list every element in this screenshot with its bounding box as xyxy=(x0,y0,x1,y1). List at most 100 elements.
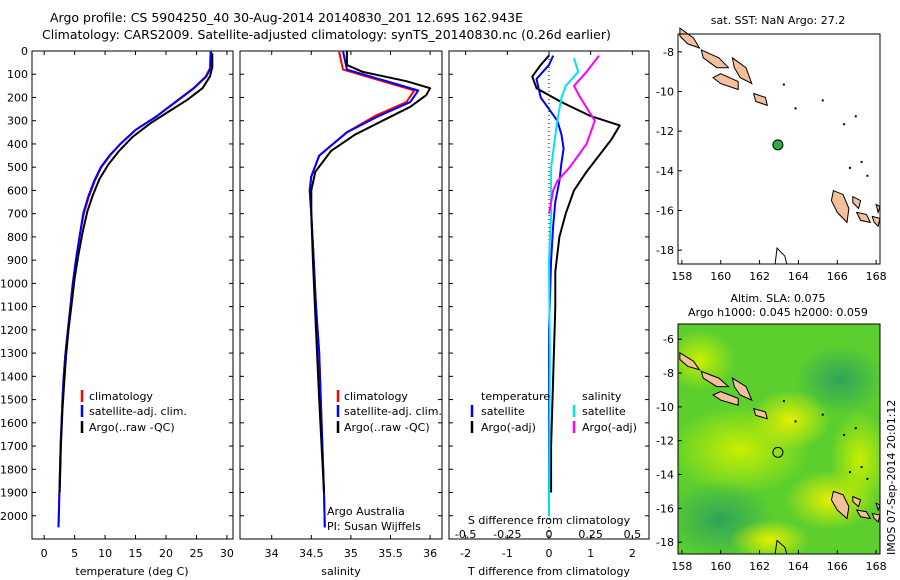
coastline xyxy=(774,247,788,265)
map-x-tick-label: 164 xyxy=(788,270,809,283)
x-tick-label: -2 xyxy=(460,547,471,560)
sst-map-title: sat. SST: NaN Argo: 27.2 xyxy=(711,14,845,27)
y-tick-label: 1000 xyxy=(0,277,28,290)
difference-legend: temperature satellite Argo(-adj) salinit… xyxy=(470,390,637,434)
island xyxy=(830,189,850,224)
coastline xyxy=(774,539,788,554)
temperature-panel-frame xyxy=(31,50,234,540)
argo-float-position-marker xyxy=(772,139,784,151)
legend-t-satellite-label: satellite xyxy=(481,405,525,418)
y-tick-label: 700 xyxy=(7,208,28,221)
legend-climatology-label: climatology xyxy=(89,390,153,403)
sla-map-frame xyxy=(677,323,881,555)
y-tick-label: 1100 xyxy=(0,301,28,314)
map-x-tick-label: 166 xyxy=(827,270,848,283)
map-y-tick-label: -16 xyxy=(656,502,674,515)
map-y-tick-label: -16 xyxy=(656,204,674,217)
x-tick-label: -1 xyxy=(502,547,513,560)
map-y-tick-label: -10 xyxy=(656,86,674,99)
map-x-tick-label: 164 xyxy=(788,560,809,573)
temperature-xlabel: temperature (deg C) xyxy=(75,565,188,578)
series-salinity-argo-adj- xyxy=(548,54,600,214)
argo-float-position-marker xyxy=(772,446,784,458)
x-tick-label: 15 xyxy=(129,547,143,560)
sst-map: sat. SST: NaN Argo: 27.2 158 160 162 164 166… xyxy=(656,14,887,283)
y-tick-label: 1800 xyxy=(0,463,28,476)
map-x-tick-label: 166 xyxy=(827,560,848,573)
island xyxy=(700,49,730,69)
y-tick-label: 1300 xyxy=(0,347,28,360)
islet xyxy=(794,420,797,423)
series-satellite-adj-clim- xyxy=(57,50,213,528)
x-tick-label: 20 xyxy=(159,547,173,560)
difference-panel: -2 -1 0 1 2 -0.5 -0.25 0 0.25 0.5 S difference fr… xyxy=(448,50,650,578)
islet xyxy=(866,174,869,177)
y-tick-label: 1700 xyxy=(0,440,28,453)
y-tick-label: 1200 xyxy=(0,324,28,337)
legend-satellite-label: satellite-adj. clim. xyxy=(89,405,187,418)
top-x-tick-label: -0.25 xyxy=(493,528,521,541)
legend-satellite-label: satellite-adj. clim. xyxy=(344,405,442,418)
legend-salinity-title: salinity xyxy=(582,390,622,403)
sla-map: Altim. SLA: 0.075 Argo h1000: 0.045 h200… xyxy=(656,292,887,573)
map-y-tick-label: -6 xyxy=(663,333,674,346)
islet xyxy=(854,115,857,118)
series-temperature-argo-adj- xyxy=(531,54,621,493)
y-tick-label: 200 xyxy=(7,91,28,104)
y-tick-label: 400 xyxy=(7,138,28,151)
island xyxy=(875,502,880,512)
map-y-tick-label: -8 xyxy=(663,367,674,380)
islet xyxy=(854,427,857,430)
series-temperature-satellite xyxy=(535,55,565,516)
map-y-tick-label: -12 xyxy=(656,125,674,138)
operator-annotation: Argo Australia xyxy=(327,505,405,518)
y-tick-label: 1600 xyxy=(0,417,28,430)
island xyxy=(871,215,881,228)
map-x-tick-label: 168 xyxy=(866,560,887,573)
x-tick-label: 25 xyxy=(189,547,203,560)
island xyxy=(731,56,753,85)
legend-argo-label: Argo(..raw -QC) xyxy=(344,421,430,434)
x-tick-label: 5 xyxy=(71,547,78,560)
figure-title-line2: Climatology: CARS2009. Satellite-adjuste… xyxy=(42,27,611,42)
y-tick-label: 300 xyxy=(7,115,28,128)
series-satellite-adj-clim- xyxy=(308,50,420,528)
salinity-legend: climatology satellite-adj. clim. Argo(..… xyxy=(336,390,442,434)
x-tick-label: 2 xyxy=(629,547,636,560)
x-tick-label: 36 xyxy=(423,547,437,560)
imos-timestamp: IMOS 07-Sep-2014 20:01:12 xyxy=(885,400,898,555)
islet xyxy=(848,166,851,169)
sst-map-frame xyxy=(677,33,881,265)
island xyxy=(700,370,730,388)
islet xyxy=(843,123,846,126)
island xyxy=(752,407,769,420)
legend-t-argo-label: Argo(-adj) xyxy=(481,421,536,434)
series-argo-raw-qc- xyxy=(58,53,214,493)
top-x-tick-label: -0.5 xyxy=(455,528,476,541)
islet xyxy=(860,466,863,469)
legend-argo-label: Argo(..raw -QC) xyxy=(89,421,175,434)
x-tick-label: 10 xyxy=(98,547,112,560)
x-tick-label: 1 xyxy=(587,547,594,560)
map-x-tick-label: 160 xyxy=(710,270,731,283)
map-y-tick-label: -14 xyxy=(656,165,674,178)
map-x-tick-label: 162 xyxy=(749,270,770,283)
map-y-tick-label: -18 xyxy=(656,244,674,257)
island xyxy=(855,509,872,520)
y-tick-label: 800 xyxy=(7,231,28,244)
y-tick-label: 500 xyxy=(7,161,28,174)
x-tick-label: 34 xyxy=(265,547,279,560)
island xyxy=(875,203,881,215)
island xyxy=(711,391,739,406)
map-y-tick-label: -12 xyxy=(656,435,674,448)
difference-xlabel: T difference from climatology xyxy=(467,565,630,578)
temperature-legend: climatology satellite-adj. clim. Argo(..… xyxy=(80,390,187,434)
sla-map-title-line2: Argo h1000: 0.045 h2000: 0.059 xyxy=(688,306,868,319)
islet xyxy=(866,477,869,480)
islet xyxy=(848,471,851,474)
map-x-tick-label: 168 xyxy=(866,270,887,283)
island xyxy=(830,490,850,520)
island xyxy=(731,377,753,402)
y-tick-label: 600 xyxy=(7,184,28,197)
